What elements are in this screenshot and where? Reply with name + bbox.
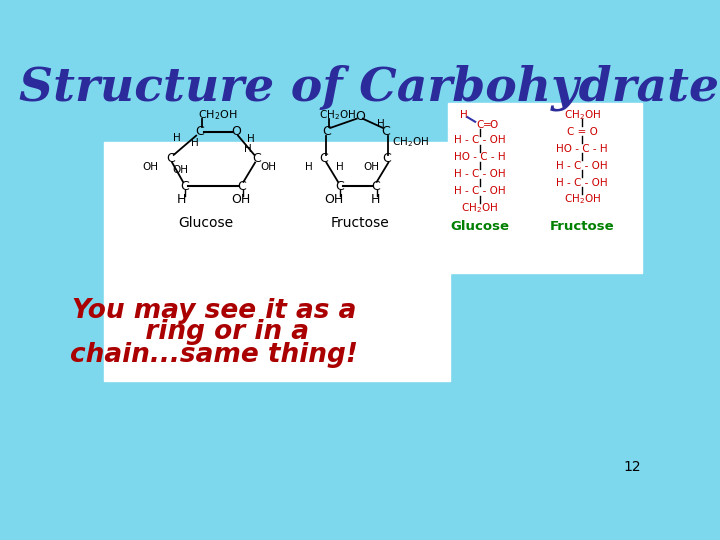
Text: Fructose: Fructose xyxy=(330,215,389,230)
Bar xyxy=(448,103,642,273)
Text: H: H xyxy=(377,119,384,129)
Text: OH: OH xyxy=(325,193,343,206)
Text: O: O xyxy=(489,120,497,130)
Text: H: H xyxy=(177,193,186,206)
Text: C = O: C = O xyxy=(567,127,598,137)
Text: chain...same thing!: chain...same thing! xyxy=(70,342,358,368)
Text: C: C xyxy=(320,152,328,165)
Text: H: H xyxy=(305,162,312,172)
Text: OH: OH xyxy=(260,162,276,172)
Text: H: H xyxy=(244,145,252,154)
Text: ring or in a: ring or in a xyxy=(119,319,310,345)
Text: CH$_2$OH: CH$_2$OH xyxy=(392,136,429,150)
Text: CH$_2$OH: CH$_2$OH xyxy=(199,108,238,122)
Text: C: C xyxy=(252,152,261,165)
Text: You may see it as a: You may see it as a xyxy=(72,298,356,324)
Text: H - C - OH: H - C - OH xyxy=(454,135,505,145)
Text: OH: OH xyxy=(172,165,188,176)
Text: C: C xyxy=(196,125,204,138)
Text: Glucose: Glucose xyxy=(179,215,234,230)
Text: H: H xyxy=(191,138,199,147)
Text: CH$_2$OH: CH$_2$OH xyxy=(564,108,600,122)
Text: H - C - OH: H - C - OH xyxy=(454,186,505,196)
Text: OH: OH xyxy=(232,193,251,206)
Text: Structure of Carbohydrate: Structure of Carbohydrate xyxy=(19,65,719,111)
Text: H: H xyxy=(461,110,468,120)
Text: Glucose: Glucose xyxy=(450,220,509,233)
Text: O: O xyxy=(231,125,240,138)
Text: =: = xyxy=(482,120,491,130)
Text: C: C xyxy=(180,180,189,193)
Text: HO - C - H: HO - C - H xyxy=(454,152,505,162)
Text: C: C xyxy=(382,125,390,138)
Text: Fructose: Fructose xyxy=(550,220,614,233)
Text: H: H xyxy=(336,162,343,172)
Text: H - C - OH: H - C - OH xyxy=(557,161,608,171)
Text: CH$_2$OH: CH$_2$OH xyxy=(564,193,600,206)
Text: HO - C - H: HO - C - H xyxy=(557,144,608,154)
Text: H - C - OH: H - C - OH xyxy=(557,178,608,187)
Text: C: C xyxy=(237,180,246,193)
Text: C: C xyxy=(336,180,344,193)
Text: CH$_2$OH: CH$_2$OH xyxy=(319,108,356,122)
Text: CH$_2$OH: CH$_2$OH xyxy=(462,201,498,215)
Text: H: H xyxy=(173,133,181,143)
Text: C: C xyxy=(166,152,175,165)
Text: O: O xyxy=(355,110,364,123)
Text: C: C xyxy=(371,180,379,193)
Text: H: H xyxy=(248,134,255,145)
Text: OH: OH xyxy=(143,162,158,172)
Text: H: H xyxy=(371,193,380,206)
Text: OH: OH xyxy=(364,162,379,172)
Text: H - C - OH: H - C - OH xyxy=(454,169,505,179)
Text: C: C xyxy=(476,120,484,130)
Text: C: C xyxy=(382,152,391,165)
Text: 12: 12 xyxy=(624,460,642,474)
Text: C: C xyxy=(322,125,330,138)
Bar xyxy=(104,142,451,381)
